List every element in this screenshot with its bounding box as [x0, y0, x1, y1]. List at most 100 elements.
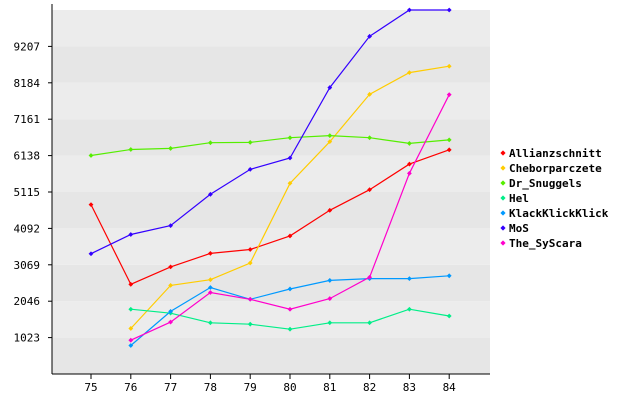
data-point	[128, 232, 134, 237]
series-allianzschnitt	[88, 147, 452, 287]
background-band	[52, 337, 490, 374]
background-band	[52, 228, 490, 265]
data-point	[287, 233, 293, 239]
data-point	[208, 191, 213, 197]
data-point	[128, 147, 134, 152]
data-point	[168, 146, 173, 151]
legend-item: MoS	[500, 222, 529, 235]
x-tick-label: 76	[124, 381, 137, 394]
data-point	[128, 281, 134, 287]
series-mos	[88, 7, 452, 257]
y-tick-label: 3069	[14, 259, 41, 272]
data-point	[88, 153, 94, 158]
axes	[51, 4, 490, 375]
legend: Allianzschnitt Cheborparczete Dr_Snuggels H…	[500, 147, 609, 250]
data-point	[446, 137, 452, 143]
legend-label: The_SyScara	[509, 237, 582, 250]
y-tick-label: 7161	[14, 113, 41, 126]
series-the_syscara	[128, 92, 452, 343]
legend-label: Dr_Snuggels	[509, 177, 582, 190]
background-band	[52, 155, 490, 192]
background-band	[52, 82, 490, 120]
legend-item: KlackKlickKlick	[500, 207, 609, 220]
data-point	[446, 273, 452, 279]
x-tick-label: 77	[164, 381, 177, 394]
legend-marker-icon	[500, 210, 506, 216]
data-point	[407, 7, 412, 13]
data-point	[367, 320, 372, 326]
data-point	[208, 320, 213, 326]
data-point	[247, 247, 253, 252]
data-point	[208, 140, 213, 146]
legend-label: KlackKlickKlick	[509, 207, 609, 220]
data-point	[208, 285, 213, 290]
series-line	[90, 9, 450, 255]
data-point	[327, 320, 333, 326]
background-band	[52, 46, 490, 83]
data-point	[327, 296, 333, 301]
data-point	[407, 276, 412, 282]
background-band	[52, 264, 490, 302]
legend-label: MoS	[509, 222, 529, 235]
data-point	[287, 180, 293, 186]
legend-marker-icon	[500, 195, 506, 201]
background-band	[52, 119, 490, 156]
data-point	[128, 343, 134, 348]
data-point	[247, 139, 253, 145]
legend-marker-icon	[500, 225, 506, 231]
data-point	[407, 141, 412, 146]
data-point	[168, 308, 173, 314]
y-tick-label: 8184	[14, 77, 41, 90]
legend-item: Cheborparczete	[500, 162, 602, 175]
data-point	[247, 296, 253, 302]
background-band	[52, 301, 490, 338]
data-point	[168, 264, 173, 270]
plot-background-bands	[52, 10, 490, 374]
y-tick-label: 4092	[14, 222, 41, 235]
data-point	[287, 306, 293, 312]
data-point	[128, 337, 134, 343]
legend-item: Allianzschnitt	[500, 147, 602, 160]
legend-marker-icon	[500, 150, 506, 156]
series-lines	[88, 7, 452, 348]
data-point	[407, 170, 412, 176]
data-point	[367, 33, 372, 39]
y-axis-ticks: 1023 2046 3069 4092 5115 6138 7161 8184 9207	[14, 40, 52, 345]
data-point	[327, 139, 333, 145]
data-point	[407, 70, 412, 76]
data-point	[446, 313, 452, 319]
legend-item: Hel	[500, 192, 529, 205]
data-point	[446, 147, 452, 153]
data-point	[168, 319, 173, 325]
data-point	[88, 251, 94, 257]
data-point	[128, 326, 134, 331]
data-point	[208, 277, 213, 283]
y-tick-label: 9207	[14, 40, 41, 53]
data-point	[287, 286, 293, 292]
x-tick-label: 84	[443, 381, 457, 394]
legend-marker-icon	[500, 240, 506, 246]
data-point	[168, 223, 173, 229]
y-tick-label: 1023	[14, 332, 41, 345]
x-tick-label: 75	[84, 381, 97, 394]
data-point	[327, 278, 333, 283]
data-point	[287, 135, 293, 141]
y-tick-label: 2046	[14, 295, 41, 308]
data-point	[446, 92, 452, 98]
data-point	[367, 187, 372, 193]
x-tick-label: 79	[244, 381, 257, 394]
x-tick-label: 78	[204, 381, 217, 394]
background-band	[52, 192, 490, 229]
data-point	[247, 167, 253, 172]
legend-marker-icon	[500, 165, 506, 171]
x-tick-label: 80	[283, 381, 296, 394]
data-point	[287, 155, 293, 161]
legend-marker-icon	[500, 180, 506, 186]
data-point	[168, 283, 173, 288]
x-tick-label: 81	[323, 381, 336, 394]
data-point	[327, 133, 333, 139]
data-point	[367, 135, 372, 141]
data-point	[327, 85, 333, 90]
x-axis-ticks: 75 76 77 78 79 80 81 82 83 84	[84, 374, 456, 394]
